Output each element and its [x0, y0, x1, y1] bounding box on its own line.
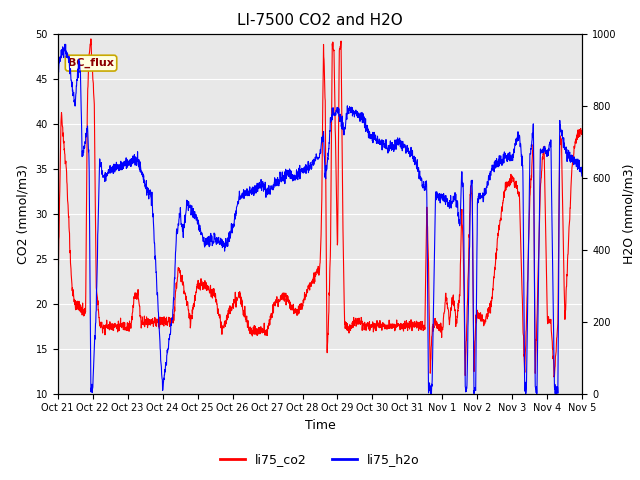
Title: LI-7500 CO2 and H2O: LI-7500 CO2 and H2O — [237, 13, 403, 28]
Legend: li75_co2, li75_h2o: li75_co2, li75_h2o — [215, 448, 425, 471]
Y-axis label: H2O (mmol/m3): H2O (mmol/m3) — [622, 163, 635, 264]
Y-axis label: CO2 (mmol/m3): CO2 (mmol/m3) — [17, 164, 30, 264]
Text: BC_flux: BC_flux — [68, 58, 114, 68]
X-axis label: Time: Time — [305, 419, 335, 432]
